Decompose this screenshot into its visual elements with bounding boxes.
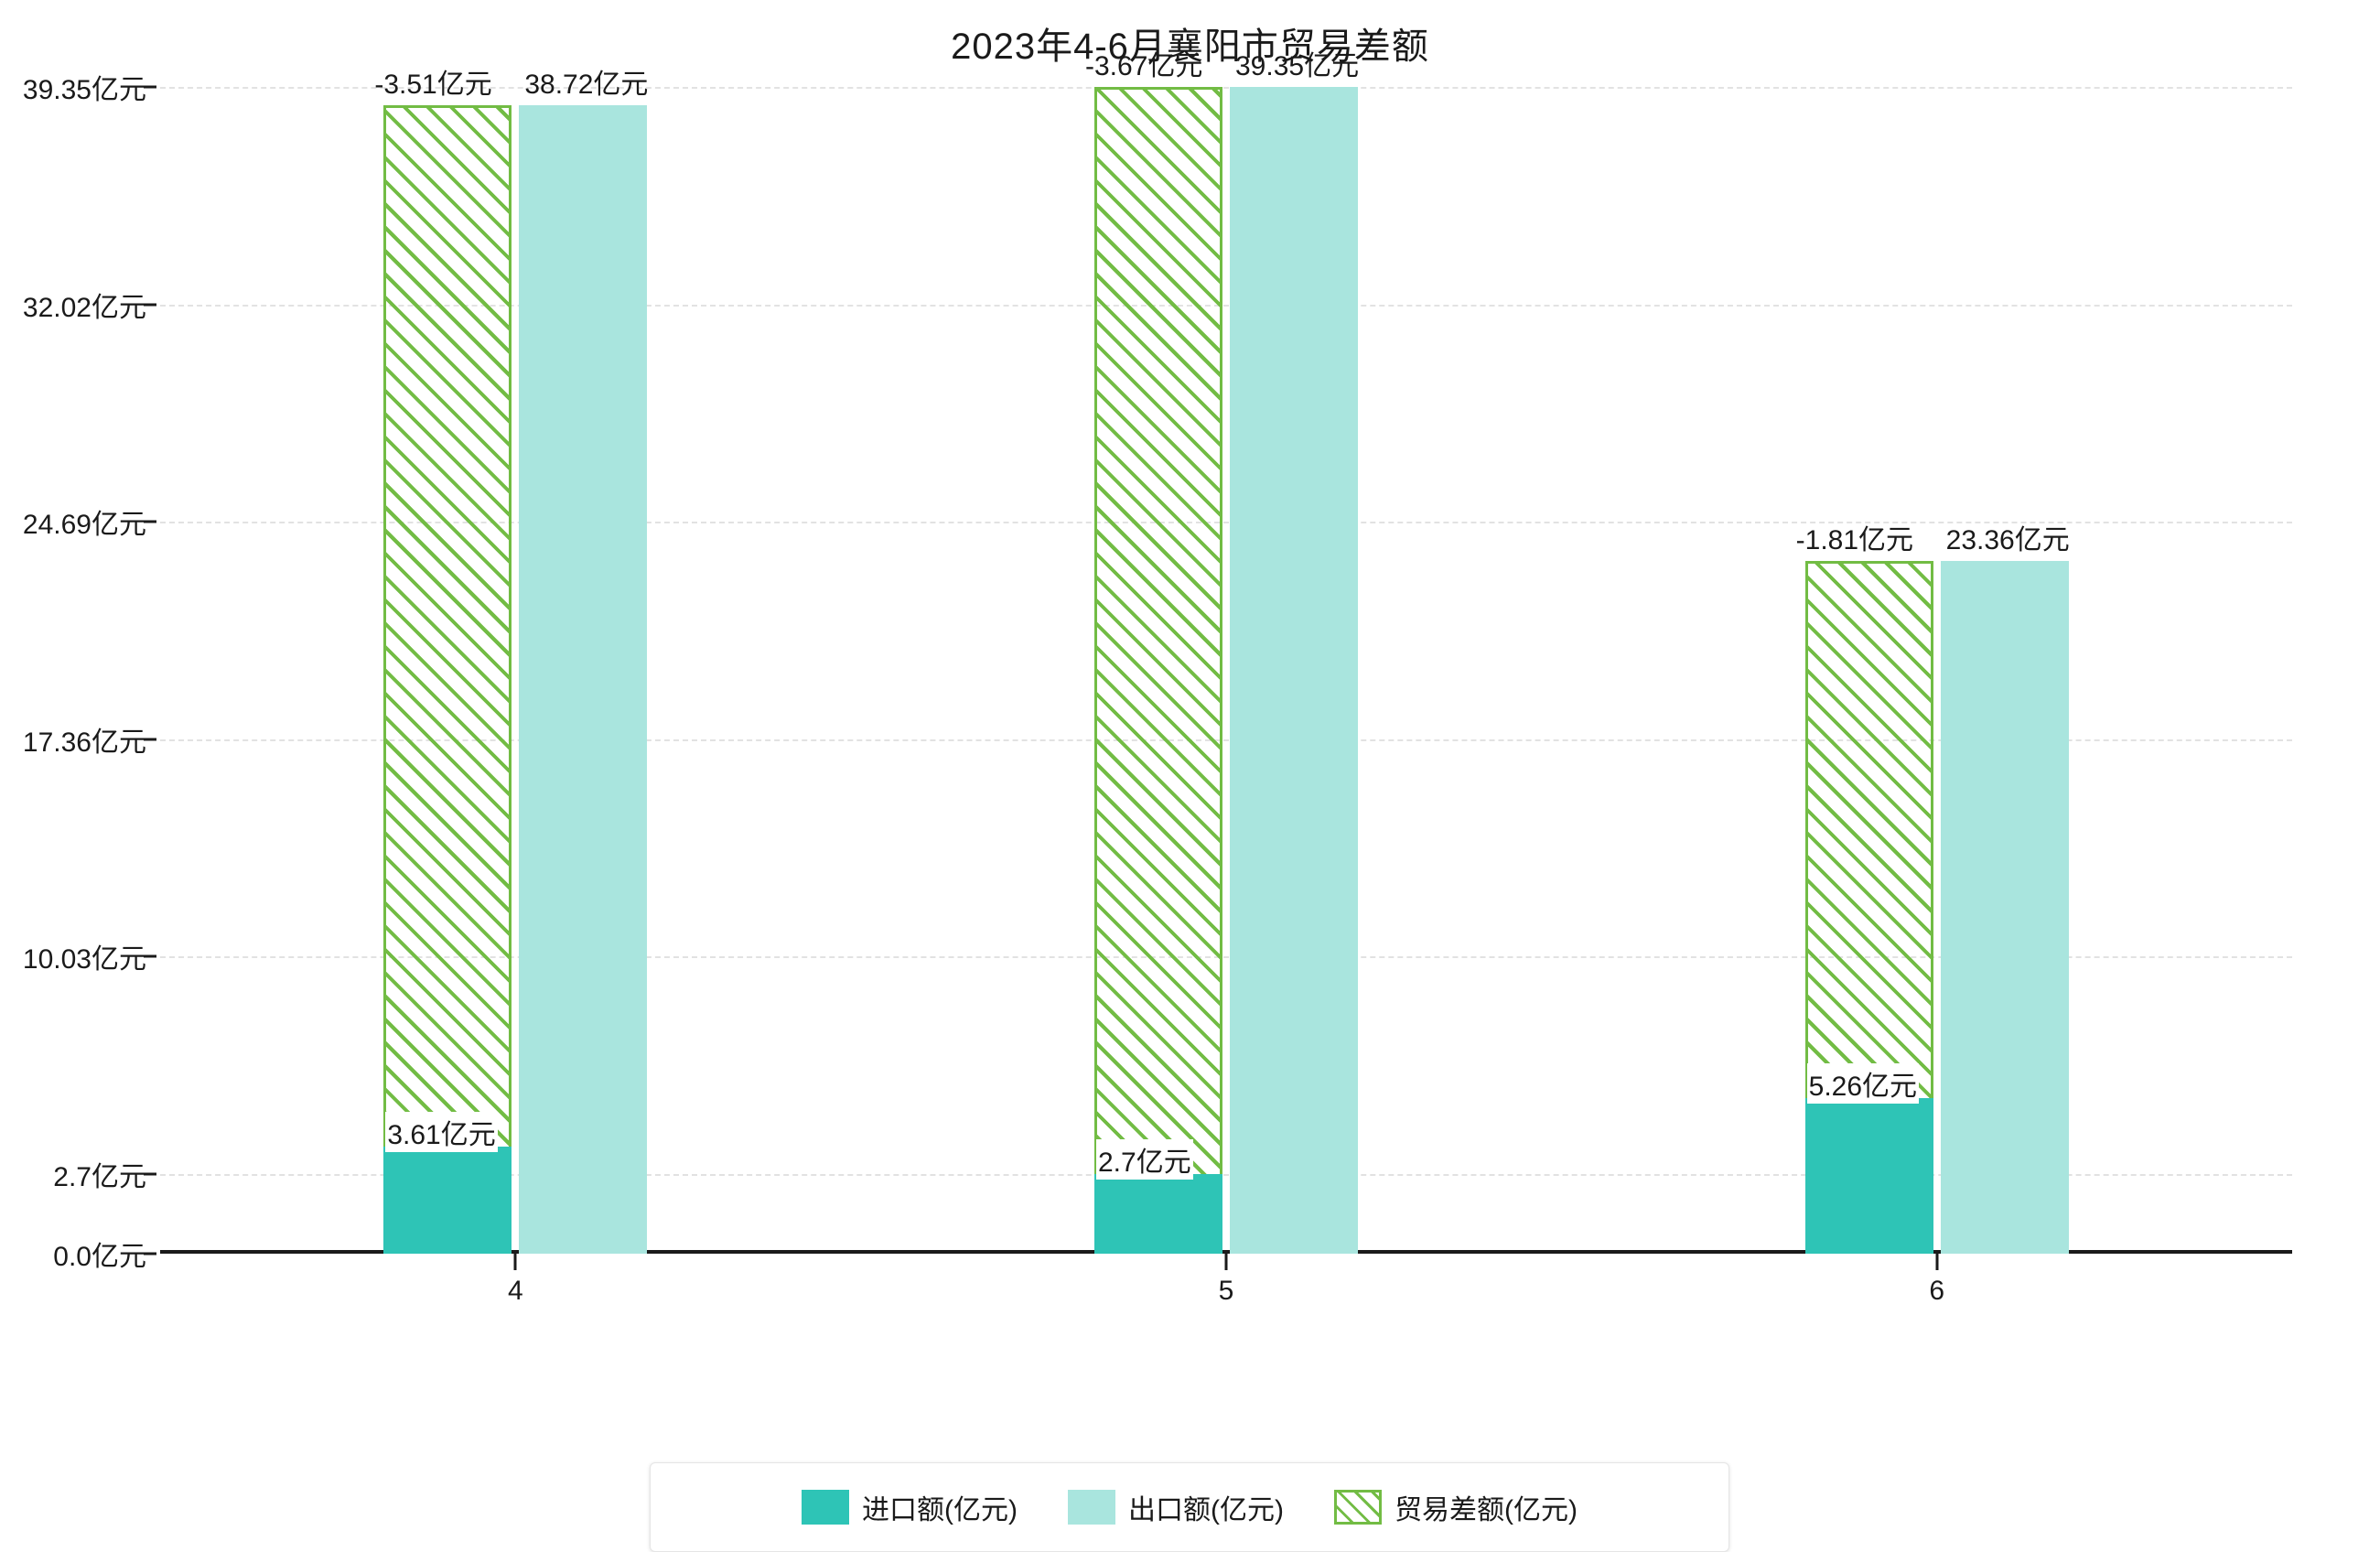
yaxis-tick-label: 10.03亿元 — [0, 936, 146, 976]
xaxis-tick-mark — [1935, 1254, 1938, 1270]
legend-label-export: 出口额(亿元) — [1128, 1487, 1284, 1527]
trade-difference-label-6: -1.81亿元 — [1796, 517, 1913, 557]
trade-difference-bar-5[interactable] — [1094, 87, 1222, 1254]
import-bar-6[interactable] — [1805, 1098, 1933, 1254]
legend-item-import[interactable]: 进口额(亿元) — [802, 1487, 1018, 1527]
import-bar-4[interactable] — [383, 1147, 512, 1254]
export-value-label-5: 39.35亿元 — [1235, 43, 1359, 83]
xaxis-tick-label-6: 6 — [1910, 1276, 1965, 1307]
export-color-swatch — [1068, 1490, 1115, 1525]
legend-item-diff[interactable]: 贸易差额(亿元) — [1334, 1487, 1578, 1527]
xaxis-tick-mark — [514, 1254, 517, 1270]
legend-label-import: 进口额(亿元) — [862, 1487, 1018, 1527]
import-value-label-4: 3.61亿元 — [385, 1112, 497, 1152]
export-value-label-6: 23.36亿元 — [1946, 517, 2070, 557]
import-value-label-6: 5.26亿元 — [1807, 1063, 1919, 1104]
import-color-swatch — [802, 1490, 849, 1525]
legend-item-export[interactable]: 出口额(亿元) — [1068, 1487, 1284, 1527]
legend-box: 进口额(亿元) 出口额(亿元) 贸易差额(亿元) — [650, 1462, 1729, 1552]
plot-area: 0.0亿元 2.7亿元 10.03亿元 17.36亿元 24.69亿元 32.02亿元 39… — [160, 87, 2292, 1254]
yaxis-tick-label: 24.69亿元 — [0, 501, 146, 542]
yaxis-tick-label: 17.36亿元 — [0, 719, 146, 760]
chart-root: 2023年4-6月襄阳市贸易差额 0.0亿元 2.7亿元 10.03亿元 17.36亿… — [0, 0, 2380, 1546]
xaxis-tick-label-4: 4 — [488, 1276, 543, 1307]
legend-label-diff: 贸易差额(亿元) — [1395, 1487, 1578, 1527]
diff-color-swatch — [1334, 1490, 1382, 1525]
yaxis-tick-label: 32.02亿元 — [0, 285, 146, 325]
yaxis-tick-label: 39.35亿元 — [0, 67, 146, 107]
xaxis-tick-label-5: 5 — [1199, 1276, 1254, 1307]
export-value-label-4: 38.72亿元 — [524, 61, 648, 102]
trade-difference-label-5: -3.67亿元 — [1085, 43, 1202, 83]
import-bar-5[interactable] — [1094, 1174, 1222, 1254]
trade-difference-bar-4[interactable] — [383, 105, 512, 1254]
yaxis-tick-label: 0.0亿元 — [0, 1234, 146, 1274]
trade-difference-label-4: -3.51亿元 — [374, 61, 491, 102]
export-bar-6[interactable] — [1941, 561, 2069, 1254]
import-value-label-5: 2.7亿元 — [1096, 1139, 1193, 1180]
export-bar-5[interactable] — [1230, 87, 1358, 1254]
yaxis-tick-label: 2.7亿元 — [0, 1154, 146, 1194]
xaxis-tick-mark — [1225, 1254, 1228, 1270]
export-bar-4[interactable] — [519, 105, 647, 1254]
